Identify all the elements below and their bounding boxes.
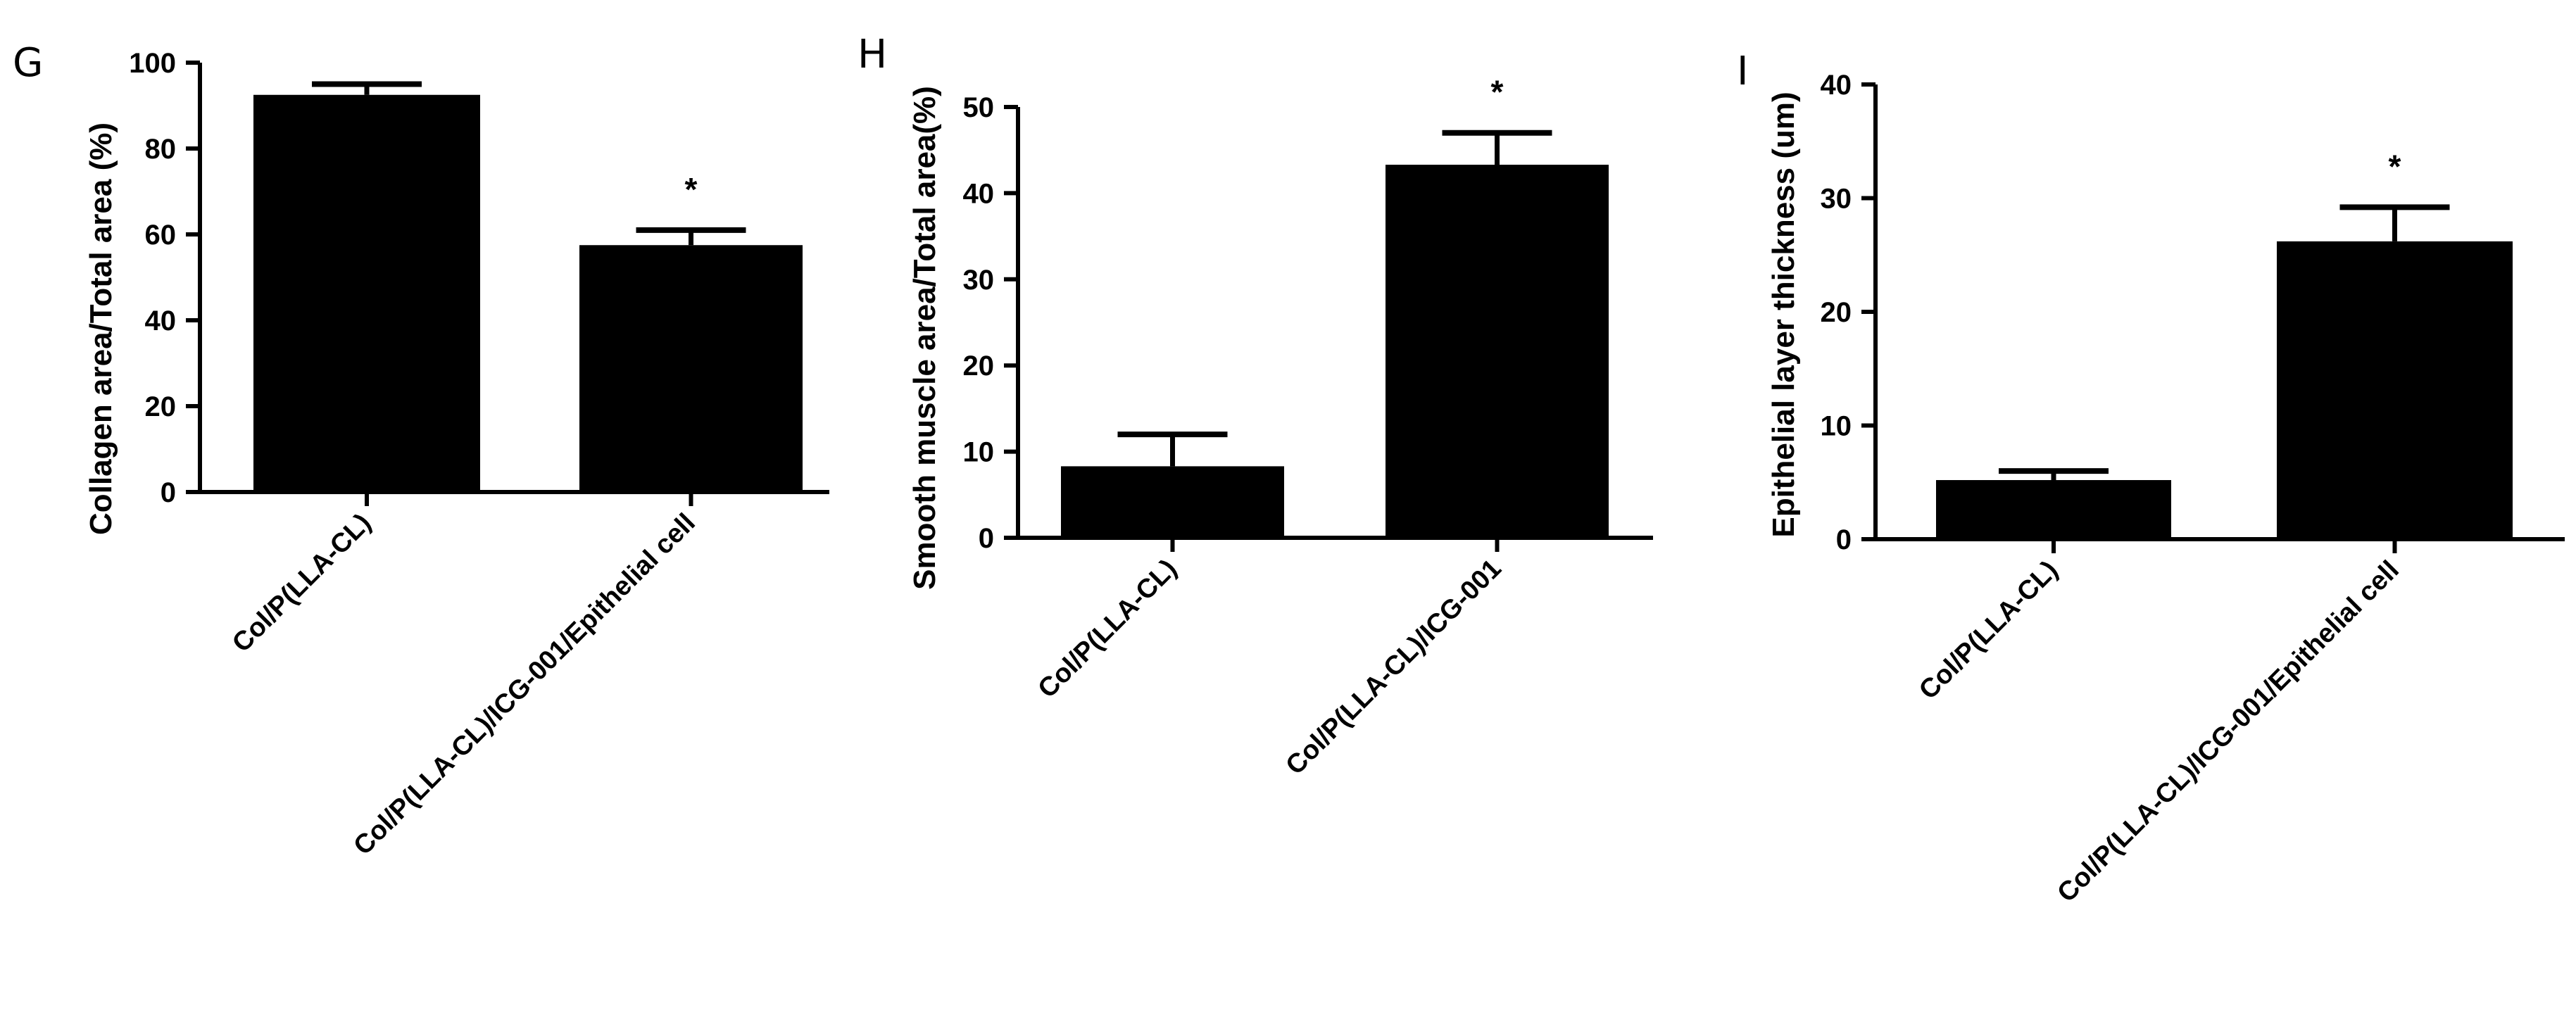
y-tick-label: 0 [979, 523, 994, 554]
y-axis-label-h: Smooth muscle area/Total area(%) [907, 86, 942, 590]
category-label: Col/P(LLA-CL)/ICG-001/Epithelial cell [2052, 555, 2404, 908]
y-tick-label: 30 [1821, 184, 1852, 215]
bar [1386, 165, 1609, 538]
y-tick-label: 60 [145, 220, 177, 251]
y-axis-label-i: Epithelial layer thickness (um) [1766, 92, 1801, 537]
category-label: Col/P(LLA-CL)/ICG-001/Epithelial cell [348, 508, 700, 861]
bar [1061, 466, 1284, 538]
y-tick-label: 20 [963, 351, 995, 382]
category-label: Col/P(LLA-CL) [1033, 554, 1183, 704]
bar [1936, 480, 2171, 539]
panel-h: H Smooth muscle area/Total area(%) 0 10 20… [857, 32, 1653, 781]
category-label: Col/P(LLA-CL) [1914, 555, 2063, 705]
plot-area-i: 0 10 20 30 40 Col/P(LLA-CL)Col/P(LLA-CL)/ICG-… [1821, 70, 2565, 908]
panel-i: I Epithelial layer thickness (um) 0 10 20 3… [1737, 49, 2565, 908]
y-tick-label: 80 [145, 134, 177, 165]
significance-star: * [2389, 148, 2401, 184]
panel-letter-h: H [857, 32, 887, 77]
category-label: Col/P(LLA-CL)/ICG-001 [1281, 554, 1507, 781]
significance-star: * [1491, 74, 1504, 111]
y-tick-label: 10 [963, 437, 995, 468]
plot-area-g: 0 20 40 60 80 100 Col/P(LLA-CL)Col/P(LLA-CL)/I… [129, 48, 829, 861]
y-tick-label: 0 [161, 477, 176, 508]
y-tick-label: 40 [1821, 70, 1852, 101]
y-tick-label: 20 [145, 391, 177, 422]
y-axis-label-g: Collagen area/Total area (%) [84, 122, 118, 535]
y-tick-label: 40 [963, 178, 995, 209]
y-tick-label: 40 [145, 305, 177, 336]
panel-letter-i: I [1737, 49, 1749, 94]
significance-star: * [685, 171, 698, 208]
plot-area-h: 0 10 20 30 40 50 Col/P(LLA-CL) Col/P(LLA-CL)/IC… [963, 74, 1653, 781]
bar [2277, 241, 2513, 539]
panel-letter-g: G [13, 40, 43, 86]
y-tick-label: 20 [1821, 297, 1852, 328]
y-tick-label: 100 [129, 48, 176, 79]
bar [253, 94, 480, 492]
bar [579, 245, 803, 492]
y-tick-label: 50 [963, 92, 995, 123]
y-tick-label: 10 [1821, 411, 1852, 442]
y-tick-label: 30 [963, 265, 995, 296]
panel-g: G Collagen area/Total area (%) 0 20 40 60 80… [13, 40, 829, 861]
category-label: Col/P(LLA-CL) [227, 508, 377, 658]
y-tick-label: 0 [1836, 524, 1852, 555]
